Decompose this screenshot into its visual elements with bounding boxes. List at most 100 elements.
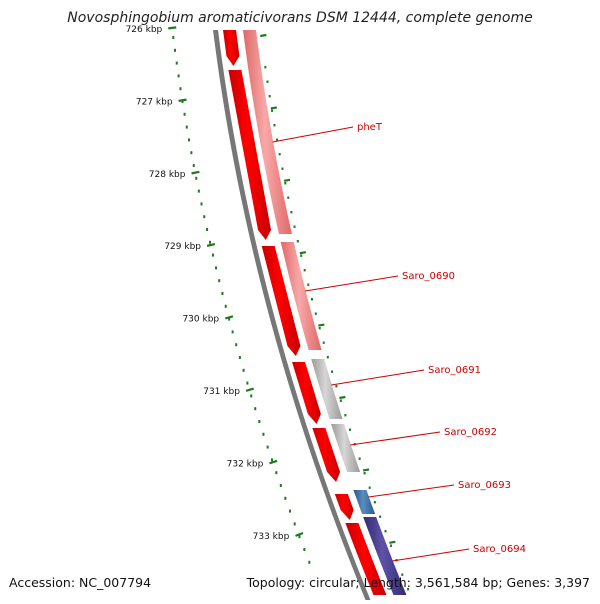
scale-dot (211, 253, 214, 257)
outer-dot (303, 269, 306, 272)
gene-label: Saro_0690 (402, 271, 455, 282)
scale-dot (293, 522, 296, 526)
outer-dot (368, 486, 371, 489)
outer-tick (318, 323, 325, 327)
scale-dot (192, 164, 195, 167)
scale-dot (270, 458, 273, 462)
outer-dot (290, 211, 293, 214)
outer-dot (339, 399, 342, 402)
accession-text: Accession: NC_007794 (9, 575, 152, 590)
scale-dot (238, 356, 241, 359)
outer-dot (407, 588, 410, 591)
scale-dot (284, 496, 287, 500)
scale-dot (172, 36, 175, 39)
scale-dot (279, 484, 282, 487)
outer-dot (278, 153, 281, 156)
scale-dot (195, 176, 198, 180)
scale-dot (181, 100, 184, 103)
outer-dot (271, 109, 274, 112)
outer-dot (335, 385, 338, 388)
scale-dot (231, 330, 234, 334)
outer-dot (268, 95, 271, 98)
kbp-ticks: 726 kbp 727 kbp 728 kbp 729 kbp 730 kbp 731 k… (126, 25, 410, 591)
scale-dot (275, 471, 278, 475)
label-leader (350, 431, 441, 446)
cds-7 (345, 523, 387, 595)
outer-dot (293, 225, 296, 228)
gene-label: Saro_0693 (458, 480, 511, 491)
outer-dot (379, 515, 382, 518)
scale-dot (221, 292, 224, 295)
gene-6 (363, 517, 407, 595)
scale-dot (200, 202, 203, 206)
outer-dot (314, 312, 317, 315)
scale-dot (215, 266, 218, 270)
scale-dot (262, 432, 265, 436)
scale-dot (183, 112, 186, 116)
gene-4 (331, 424, 361, 472)
kbp-label: 728 kbp (149, 170, 186, 180)
outer-tick (339, 395, 346, 400)
gene-track (243, 30, 407, 595)
outer-dot (349, 428, 352, 431)
outer-tick (270, 106, 278, 110)
outer-dot (276, 138, 279, 141)
cds-3 (261, 246, 301, 356)
outer-tick (299, 251, 307, 255)
kbp-tick (168, 26, 177, 30)
gene-1 (243, 30, 292, 234)
kbp-tick (269, 459, 278, 465)
kbp-label: 732 kbp (227, 459, 264, 469)
gene-label: pheT (357, 122, 383, 133)
cds-1 (223, 30, 240, 66)
cds-track (223, 30, 387, 595)
outer-dot (307, 283, 310, 286)
kbp-label: 731 kbp (203, 387, 240, 397)
scale-dot (288, 509, 291, 513)
outer-dot (310, 298, 313, 301)
scale-dot (173, 48, 176, 52)
scale-dot (185, 125, 188, 129)
outer-dot (373, 501, 376, 504)
outer-tick (362, 468, 370, 472)
outer-dot (273, 124, 276, 127)
kbp-label: 733 kbp (253, 532, 290, 542)
label-leader (392, 548, 470, 562)
outer-dot (322, 341, 325, 344)
kbp-tick (295, 532, 304, 537)
scale-dot (224, 304, 227, 308)
scale-dot (254, 407, 257, 411)
scale-dot (190, 151, 193, 155)
kbp-tick (178, 98, 187, 102)
label-leader (305, 275, 399, 292)
outer-tick (283, 178, 291, 182)
outer-dot (300, 254, 303, 257)
kbp-tick (191, 170, 200, 175)
outer-dot (344, 414, 347, 417)
outer-dot (384, 530, 387, 533)
scale-dot (177, 74, 180, 78)
gene-labels: pheT Saro_0690 Saro_0691 Saro_0692 Saro_0693… (272, 122, 526, 562)
scale-dot (303, 548, 306, 551)
scale-dot (188, 138, 191, 142)
outer-dot (401, 573, 404, 576)
kbp-label: 727 kbp (136, 97, 173, 107)
scale-dot (208, 240, 211, 244)
kbp-scale-dots (172, 36, 311, 564)
cds-6 (334, 494, 354, 520)
kbp-tick (245, 387, 255, 392)
genome-summary-text: Topology: circular; Length: 3,561,584 bp… (246, 575, 590, 590)
label-leader (331, 369, 425, 386)
scale-dot (179, 87, 182, 91)
outer-dot (331, 370, 334, 373)
outer-dot (363, 472, 366, 475)
scale-dot (235, 343, 238, 347)
scale-dot (203, 215, 206, 219)
kbp-label: 726 kbp (126, 25, 163, 35)
scale-dot (206, 228, 209, 231)
label-leader (368, 484, 455, 498)
kbp-tick (206, 242, 216, 247)
outer-dot (284, 182, 287, 185)
